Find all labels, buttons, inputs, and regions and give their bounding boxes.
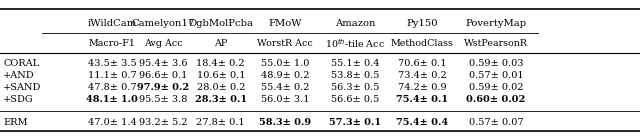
Text: OgbMolPcba: OgbMolPcba: [188, 19, 253, 28]
Text: 73.4± 0.2: 73.4± 0.2: [398, 71, 447, 80]
Text: 53.8± 0.5: 53.8± 0.5: [331, 71, 380, 80]
Text: FMoW: FMoW: [268, 19, 301, 28]
Text: +SAND: +SAND: [3, 83, 42, 92]
Text: iWildCam: iWildCam: [88, 19, 136, 28]
Text: 56.6± 0.5: 56.6± 0.5: [331, 95, 380, 104]
Text: ERM: ERM: [3, 118, 28, 127]
Text: Py150: Py150: [406, 19, 438, 28]
Text: 28.0± 0.2: 28.0± 0.2: [196, 83, 245, 92]
Text: 75.4± 0.4: 75.4± 0.4: [396, 118, 449, 127]
Text: WorstR Acc: WorstR Acc: [257, 39, 313, 48]
Text: 0.57± 0.01: 0.57± 0.01: [468, 71, 524, 80]
Text: 74.2± 0.9: 74.2± 0.9: [398, 83, 447, 92]
Text: CORAL: CORAL: [3, 59, 40, 68]
Text: 47.8± 0.7: 47.8± 0.7: [88, 83, 136, 92]
Text: 10.6± 0.1: 10.6± 0.1: [196, 71, 245, 80]
Text: 27.8± 0.1: 27.8± 0.1: [196, 118, 245, 127]
Text: MethodClass: MethodClass: [391, 39, 454, 48]
Text: Avg Acc: Avg Acc: [144, 39, 182, 48]
Text: 95.4± 3.6: 95.4± 3.6: [139, 59, 188, 68]
Text: AP: AP: [214, 39, 227, 48]
Text: 70.6± 0.1: 70.6± 0.1: [398, 59, 447, 68]
Text: 96.6± 0.1: 96.6± 0.1: [139, 71, 188, 80]
Text: 0.57± 0.07: 0.57± 0.07: [468, 118, 524, 127]
Text: 55.0± 1.0: 55.0± 1.0: [260, 59, 309, 68]
Text: 97.9± 0.2: 97.9± 0.2: [137, 83, 189, 92]
Text: 48.1± 1.0: 48.1± 1.0: [86, 95, 138, 104]
Text: Camelyon17: Camelyon17: [132, 19, 195, 28]
Text: 55.1± 0.4: 55.1± 0.4: [331, 59, 380, 68]
Text: 47.0± 1.4: 47.0± 1.4: [88, 118, 136, 127]
Text: 56.0± 3.1: 56.0± 3.1: [260, 95, 309, 104]
Text: Macro-F1: Macro-F1: [88, 39, 136, 48]
Text: 56.3± 0.5: 56.3± 0.5: [331, 83, 380, 92]
Text: 75.4± 0.1: 75.4± 0.1: [396, 95, 449, 104]
Text: 48.9± 0.2: 48.9± 0.2: [260, 71, 309, 80]
Text: 58.3± 0.9: 58.3± 0.9: [259, 118, 311, 127]
Text: 95.5± 3.8: 95.5± 3.8: [139, 95, 188, 104]
Text: 43.5± 3.5: 43.5± 3.5: [88, 59, 136, 68]
Text: 55.4± 0.2: 55.4± 0.2: [260, 83, 309, 92]
Text: Amazon: Amazon: [335, 19, 376, 28]
Text: 57.3± 0.1: 57.3± 0.1: [329, 118, 381, 127]
Text: 18.4± 0.2: 18.4± 0.2: [196, 59, 245, 68]
Text: 10$^{th}$-tile Acc: 10$^{th}$-tile Acc: [325, 38, 385, 50]
Text: PovertyMap: PovertyMap: [465, 19, 527, 28]
Text: 11.1± 0.7: 11.1± 0.7: [88, 71, 136, 80]
Text: 28.3± 0.1: 28.3± 0.1: [195, 95, 247, 104]
Text: 0.60± 0.02: 0.60± 0.02: [467, 95, 525, 104]
Text: +SDG: +SDG: [3, 95, 34, 104]
Text: WstPearsonR: WstPearsonR: [464, 39, 528, 48]
Text: +AND: +AND: [3, 71, 35, 80]
Text: 93.2± 5.2: 93.2± 5.2: [139, 118, 188, 127]
Text: 0.59± 0.02: 0.59± 0.02: [468, 83, 524, 92]
Text: 0.59± 0.03: 0.59± 0.03: [468, 59, 524, 68]
